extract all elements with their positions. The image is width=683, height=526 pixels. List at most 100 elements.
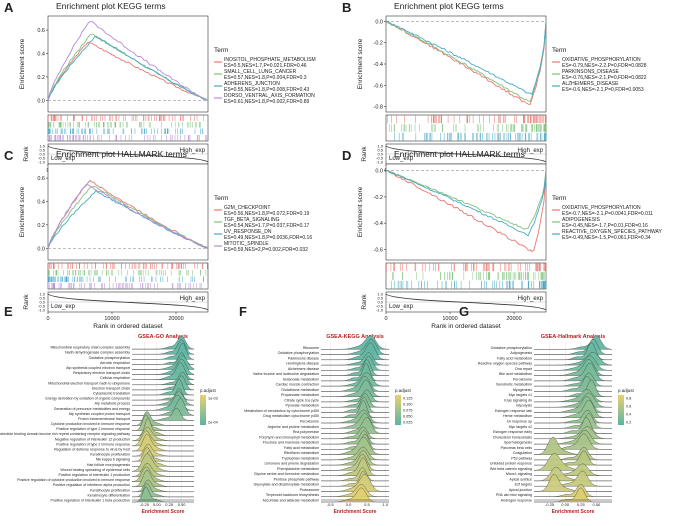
ridge-term-label: Xenobiotic metabolism [496,383,532,387]
colorbar-title: p.adjust [395,388,412,393]
ridge-term-label: Cytokine production involved in immune r… [51,422,130,426]
ridge-density-31 [132,486,194,503]
hit-bars-frame [385,262,547,290]
ridge-term-label: Myc targets v2 [509,425,532,429]
ridge-term-label: Negative regulation of interleukin 12 pr… [55,437,130,441]
ridge-term-label: Aerobic respiration [100,361,130,365]
colorbar-title: p.adjust [618,388,635,393]
low-exp-label: Low_exp [389,156,414,162]
es-curve-4 [47,184,209,249]
ridge-term-label: Electron transport chain [92,386,130,390]
ridge-term-label: Reactive oxygen species pathway [478,362,532,366]
ridge-density-20 [131,430,194,447]
ridge-density-19 [321,430,389,445]
ridge-density-21 [534,436,612,455]
ridge-x-tick-label: 0.25 [165,502,174,507]
ridge-term-label: Atp metabolic process [95,402,131,406]
legend-stats-3: ES=-0.49,NES=-1.5,P=0.061,FDR=0.34 [562,235,651,241]
legend-title: Term [552,195,566,202]
hit-bars-frame [47,114,209,142]
colorbar-tick-label: 0.6 [626,405,631,409]
high-exp-label: High_exp [518,296,544,302]
ridge-x-tick-label: -0.25 [545,502,555,507]
ridge-term-label: Cardiac muscle contraction [276,383,319,387]
ridge-term-label: Glutathione metabolism [281,388,319,392]
legend-term-3: REACTIVE_OXYGEN_SPECIES_PATHWAY [562,229,663,235]
ridge-term-label: Pyruvate metabolism [285,404,319,408]
ridge-x-label: Enrichment Score [334,509,377,515]
rank-tick-label: -0.5 [376,156,384,161]
ridge-term-label: Cholesterol homeostasis [493,435,533,439]
ridge-term-label: Mitochondrial electron transport nadh to… [48,381,130,385]
es-plot-frame [47,15,209,113]
es-curve-2 [385,20,547,103]
colorbar-tick-label: 0.8 [626,397,631,401]
es-curve-1 [47,41,209,101]
ridge-term-label: Energy derivation by oxidation of organi… [45,397,130,401]
ridge-term-label: Nik kappa b signaling [96,458,130,462]
ridge-term-label: Peroxisome [513,377,532,381]
ridge-density-30 [321,487,389,503]
ridge-term-label: Positive regulation of interleukin 1 pro… [58,473,130,477]
colorbar-tick-label: 0.4 [626,413,631,417]
ridge-x-tick-label: 0.25 [577,502,586,507]
ridge-term-label: Spermatogenesis [504,441,532,445]
ridge-term-label: Limonene and pinene degradation [264,462,319,466]
ridge-term-label: Estrogen response late [495,409,532,413]
rank-tick-label: -1.0 [376,160,384,165]
panel-letter: D [342,148,351,163]
high-exp-label: High_exp [180,296,206,302]
ridge-term-label: Parkinsons disease [288,356,319,360]
ridge-term-label: Mitochondrial respiratory chain complex … [51,346,131,350]
colorbar-tick-label: 0.125 [403,397,413,401]
ridge-term-label: Pi3k akt mtor signaling [496,493,532,497]
ridge-density-11 [321,389,389,403]
ridge-density-5 [321,355,389,371]
es-curve-2 [47,186,209,249]
ridge-x-label: Enrichment Score [552,509,595,515]
ridge-term-label: E2f targets [515,483,533,487]
x-tick-label: 10000 [442,316,457,322]
ridge-term-label: Nucleotide binding domain leucine rich r… [0,432,130,436]
ridge-title: GSEA-GO Analysis [138,334,188,340]
rank-tick-label: 1.0 [39,144,45,149]
x-axis-label: Rank in ordered dataset [431,323,501,330]
ridge-term-label: Mtorc1 signaling [506,472,532,476]
ridge-term-label: Oxidative phosphorylation [278,351,319,355]
es-curve-1 [385,20,547,106]
ridge-term-label: Myogenesis [513,388,532,392]
ridge-term-label: Heme metabolism [503,414,532,418]
ridge-term-label: Androgen response [501,499,532,503]
y-tick-label: 0.0 [375,19,383,25]
ridge-density-21 [321,436,389,455]
ridge-term-label: Positive regulation of interferon alpha … [53,483,130,487]
ridge-x-tick-label: 0.5 [364,502,370,507]
low-exp-label: Low_exp [51,304,76,310]
legend-stats-4: ES=0.61,NES=1.8,P=0.002,FDR=0.89 [224,99,310,105]
ridge-term-label: Generation of precursor metabolites and … [54,407,131,411]
rank-tick-label: 0.0 [377,152,383,157]
colorbar-tick-label: 1e-03 [208,397,218,401]
ridge-term-label: Fructose and mannose metabolism [263,441,319,445]
ridge-term-label: Porphyrin and chlorophyll metabolism [259,435,319,439]
ridge-term-label: Atp synthesis coupled electron transport [66,366,130,370]
colorbar [200,395,206,425]
ridge-density-18 [321,426,389,439]
y-tick-label: 0.4 [37,199,45,205]
ridge-term-label: Wound healing spreading of epidermal cel… [60,468,130,472]
ridge-term-label: Glyoxylate and dicarboxylate metabolism [254,483,319,487]
gsea-panel-d: D Enrichment plot HALLMARK terms 0.0 -0.2 -0… [342,148,663,330]
x-tick-label: 10000 [104,316,119,322]
ridge-density-14 [321,400,389,418]
ridge-density-12 [321,393,389,408]
es-plot-frame [47,163,209,261]
legend-term-1: G2M_CHECKPOINT [224,205,270,211]
ridge-term-label: Metabolism of xenobiotics by cytochrome … [244,409,319,413]
rank-tick-label: 0.0 [377,300,383,305]
ridge-density-17 [534,417,612,434]
ridge-term-label: Glycine serine and threonine metabolism [254,472,319,476]
x-tick-label: 0 [384,316,387,322]
low-exp-label: Low_exp [51,156,76,162]
ridge-term-label: Positive regulation of type 2 immune res… [56,442,130,446]
ridge-density-10 [321,379,389,397]
